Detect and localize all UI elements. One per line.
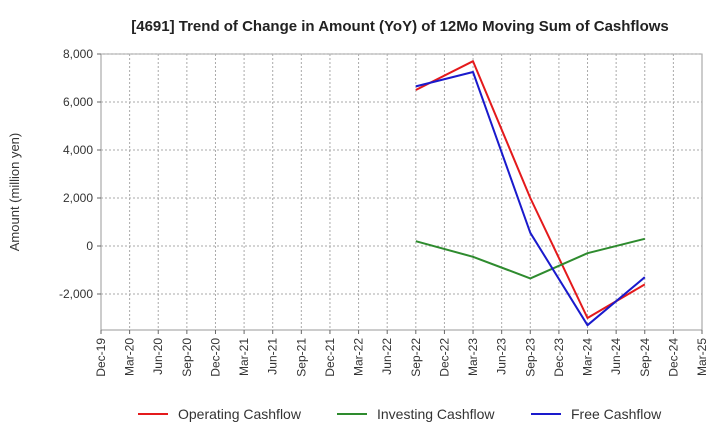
y-tick-label: 6,000: [63, 95, 93, 109]
grid: [100, 53, 703, 331]
series-line-investing-cashflow: [415, 237, 646, 280]
x-tick-label: Jun-20: [151, 338, 165, 375]
y-tick-label: 2,000: [63, 191, 93, 205]
x-tick-label: Jun-21: [266, 338, 280, 375]
x-tick-label: Sep-24: [638, 338, 652, 377]
x-tick-label: Dec-24: [666, 338, 680, 377]
y-tick-label: 4,000: [63, 143, 93, 157]
y-tick-label: 8,000: [63, 47, 93, 61]
x-tick-label: Jun-22: [380, 338, 394, 375]
x-tick-label: Dec-22: [437, 338, 451, 377]
series-line-free-cashflow: [415, 71, 646, 327]
legend-label-investing-cashflow: Investing Cashflow: [377, 406, 495, 422]
x-tick-label: Dec-20: [208, 338, 222, 377]
x-tick-label: Sep-23: [523, 338, 537, 377]
series-line-operating-cashflow: [415, 60, 646, 319]
plot-frame: [100, 53, 703, 331]
x-tick-label: Jun-23: [495, 338, 509, 375]
legend-label-operating-cashflow: Operating Cashflow: [178, 406, 302, 422]
legend-label-free-cashflow: Free Cashflow: [571, 406, 662, 422]
x-tick-label: Sep-20: [180, 338, 194, 377]
x-tick-label: Mar-20: [123, 338, 137, 376]
y-axis-label: Amount (million yen): [7, 133, 22, 252]
x-tick-label: Mar-22: [352, 338, 366, 376]
legend: Operating Cashflow Investing Cashflow Free…: [138, 406, 662, 422]
x-tick-label: Mar-24: [581, 338, 595, 376]
x-tick-label: Jun-24: [609, 338, 623, 375]
x-tick-label: Mar-21: [237, 338, 251, 376]
x-tick-label: Sep-22: [409, 338, 423, 377]
y-tick-label: -2,000: [59, 287, 93, 301]
y-tick-label: 0: [86, 239, 93, 253]
chart-title: [4691] Trend of Change in Amount (YoY) o…: [131, 18, 669, 35]
series-lines: [415, 60, 646, 327]
x-tick-label: Dec-19: [94, 338, 108, 377]
axes: 8,000 6,000 4,000 2,000 0 -2,000 Dec-19 Mar-20 J…: [59, 47, 709, 377]
x-tick-label: Mar-23: [466, 338, 480, 376]
x-tick-label: Dec-23: [552, 338, 566, 377]
x-tick-label: Dec-21: [323, 338, 337, 377]
x-tick-label: Mar-25: [695, 338, 709, 376]
x-tick-label: Sep-21: [294, 338, 308, 377]
